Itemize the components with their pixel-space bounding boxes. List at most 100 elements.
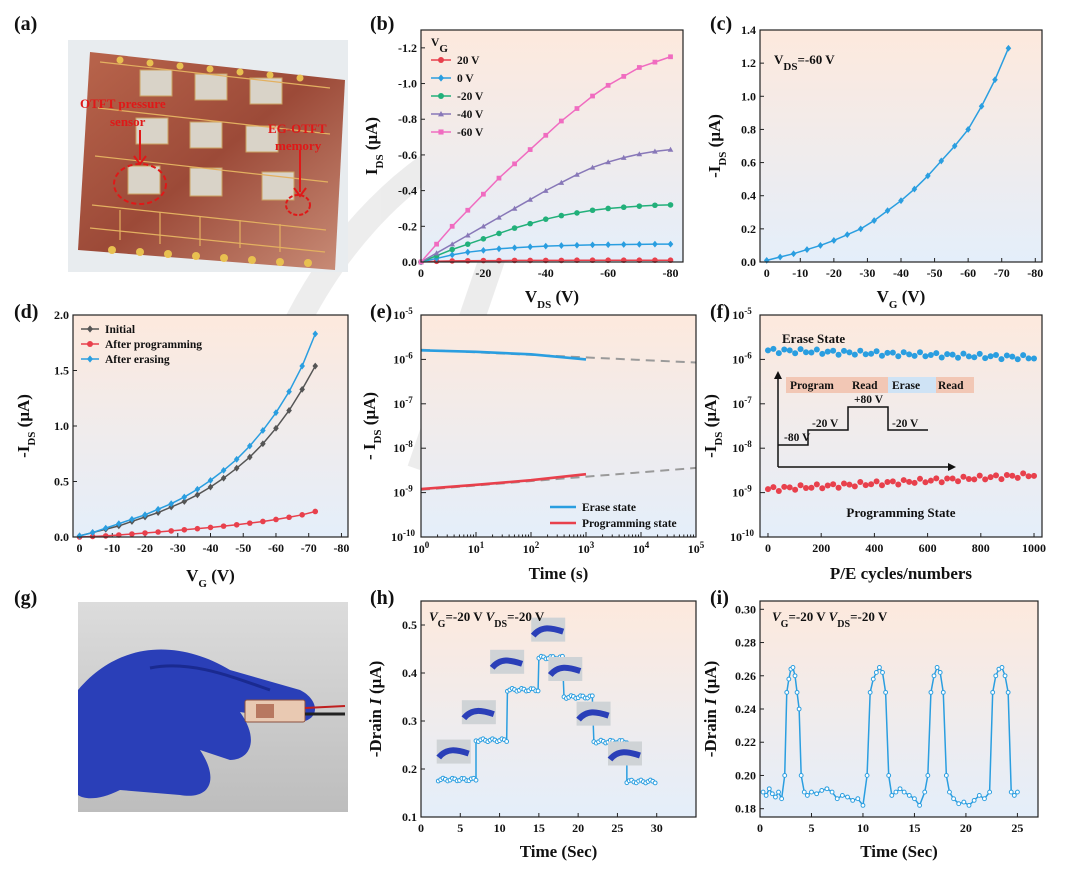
data-point-f bbox=[878, 352, 885, 359]
data-point-c bbox=[925, 172, 931, 180]
y-tick-label-e: 10-9 bbox=[393, 484, 413, 500]
y-tick-label-c: 0.2 bbox=[741, 222, 756, 236]
inset-waveform bbox=[778, 406, 928, 446]
data-point-f bbox=[917, 349, 924, 356]
gesture-hand bbox=[461, 707, 495, 721]
data-point-i bbox=[931, 673, 937, 679]
y-tick-label-h: 0.3 bbox=[402, 714, 417, 728]
x-tick-label-e: 101 bbox=[468, 540, 485, 556]
data-point-f bbox=[927, 477, 934, 484]
data-point-b bbox=[481, 191, 486, 197]
data-point-c bbox=[978, 102, 985, 110]
inset-read2-bg bbox=[936, 377, 974, 393]
plot-frame-b bbox=[420, 29, 684, 263]
plot-frame-f bbox=[759, 314, 1043, 538]
x-axis-title-b: VDS (V) bbox=[525, 287, 579, 311]
sensor-label-line1: OTFT pressure bbox=[80, 96, 166, 111]
data-point-b bbox=[667, 240, 674, 248]
y-axis-title-h: -Drain I (μA) bbox=[366, 661, 385, 758]
x-tick-label-f: 200 bbox=[812, 541, 830, 555]
data-point-b bbox=[558, 212, 565, 219]
data-point-d bbox=[273, 409, 279, 417]
legend-label-d: After erasing bbox=[105, 354, 170, 366]
data-point-d bbox=[246, 442, 253, 450]
data-point-i bbox=[804, 792, 810, 798]
data-point-f bbox=[808, 349, 815, 356]
data-point-i bbox=[766, 786, 772, 792]
data-point-i bbox=[961, 799, 967, 805]
data-point-i bbox=[928, 689, 934, 695]
data-point-f bbox=[944, 475, 951, 482]
panel-letter-h: (h) bbox=[370, 587, 394, 609]
y-tick-label-c: 0.0 bbox=[741, 255, 756, 269]
data-point-b bbox=[668, 54, 673, 60]
data-point-c bbox=[844, 231, 851, 239]
x-tick-label-f: 800 bbox=[972, 541, 990, 555]
data-point-b bbox=[620, 241, 627, 248]
plot-frame-e bbox=[420, 314, 697, 538]
legend-marker-b bbox=[438, 111, 444, 117]
panel-letter-e: (e) bbox=[370, 301, 392, 323]
inset-read1-label: Read bbox=[852, 380, 878, 392]
inset-v-pos80: +80 V bbox=[854, 394, 884, 406]
data-point-b bbox=[589, 241, 596, 249]
data-point-f bbox=[938, 479, 945, 486]
data-point-d bbox=[299, 362, 305, 370]
data-point-d bbox=[299, 385, 305, 393]
data-point-f bbox=[906, 351, 913, 358]
erase-state-label: Erase State bbox=[782, 331, 845, 346]
data-point-f bbox=[927, 352, 934, 359]
data-point-d bbox=[246, 520, 253, 526]
data-point-b bbox=[605, 241, 611, 249]
data-point-f bbox=[906, 478, 913, 485]
legend-marker-d bbox=[87, 341, 93, 347]
data-point-h bbox=[535, 688, 541, 694]
x-axis-title-e: Time (s) bbox=[529, 564, 589, 583]
data-point-f bbox=[993, 472, 1000, 479]
data-point-i bbox=[999, 665, 1005, 670]
y-tick-label-d: 1.5 bbox=[54, 364, 69, 378]
gesture-hand bbox=[489, 657, 524, 670]
data-point-f bbox=[965, 476, 972, 483]
data-point-b bbox=[558, 242, 565, 249]
data-point-f bbox=[857, 479, 864, 486]
inset-voltage-arrowhead bbox=[774, 371, 782, 379]
sensor-label-line2: sensor bbox=[110, 114, 146, 129]
y-axis-title-f: -IDS (μA) bbox=[701, 394, 725, 458]
plot-area-e bbox=[421, 315, 696, 537]
data-point-i bbox=[982, 796, 987, 802]
x-tick-label-h: 30 bbox=[651, 821, 663, 835]
x-tick-label-b: -20 bbox=[475, 266, 491, 280]
chart-b: 0 -20 -40 -60 -80 0.0 -0.2 -0.4 -0.6 -0.8 -1.0 -1.2… bbox=[362, 29, 684, 311]
x-tick-label-c: -70 bbox=[994, 266, 1010, 280]
data-point-i bbox=[870, 676, 876, 682]
data-point-f bbox=[987, 353, 994, 360]
data-point-f bbox=[846, 349, 853, 356]
data-point-f bbox=[1014, 474, 1021, 481]
y-axis-title-d: -IDS (μA) bbox=[14, 394, 38, 458]
data-point-i bbox=[819, 787, 825, 793]
data-point-d bbox=[142, 511, 148, 519]
data-point-f bbox=[1014, 356, 1021, 363]
data-point-b bbox=[620, 204, 627, 211]
y-tick-label-h: 0.5 bbox=[402, 618, 417, 632]
data-point-d bbox=[220, 474, 227, 482]
data-point-d bbox=[155, 529, 161, 535]
data-point-f bbox=[933, 350, 940, 357]
x-tick-label-b: 0 bbox=[418, 266, 424, 280]
inset-program-bg bbox=[786, 377, 850, 393]
data-point-f bbox=[971, 476, 978, 483]
data-point-b bbox=[574, 241, 580, 249]
data-point-b bbox=[542, 242, 549, 250]
data-point-f bbox=[944, 351, 951, 358]
data-point-b bbox=[636, 151, 643, 157]
data-point-f bbox=[770, 345, 777, 352]
data-point-b bbox=[464, 241, 471, 247]
panel-letter-a: (a) bbox=[14, 13, 37, 35]
chart-d: 0 -10 -20 -30 -40 -50 -60 -70 -80 0.0 0.5 1.0 1.5 2.0… bbox=[14, 308, 349, 590]
y-tick-label-c: 1.4 bbox=[741, 23, 756, 37]
data-point-d bbox=[286, 407, 292, 414]
y-tick-label-b: -1.0 bbox=[398, 77, 417, 91]
x-tick-label-c: -80 bbox=[1027, 266, 1043, 280]
data-point-d bbox=[299, 512, 305, 518]
